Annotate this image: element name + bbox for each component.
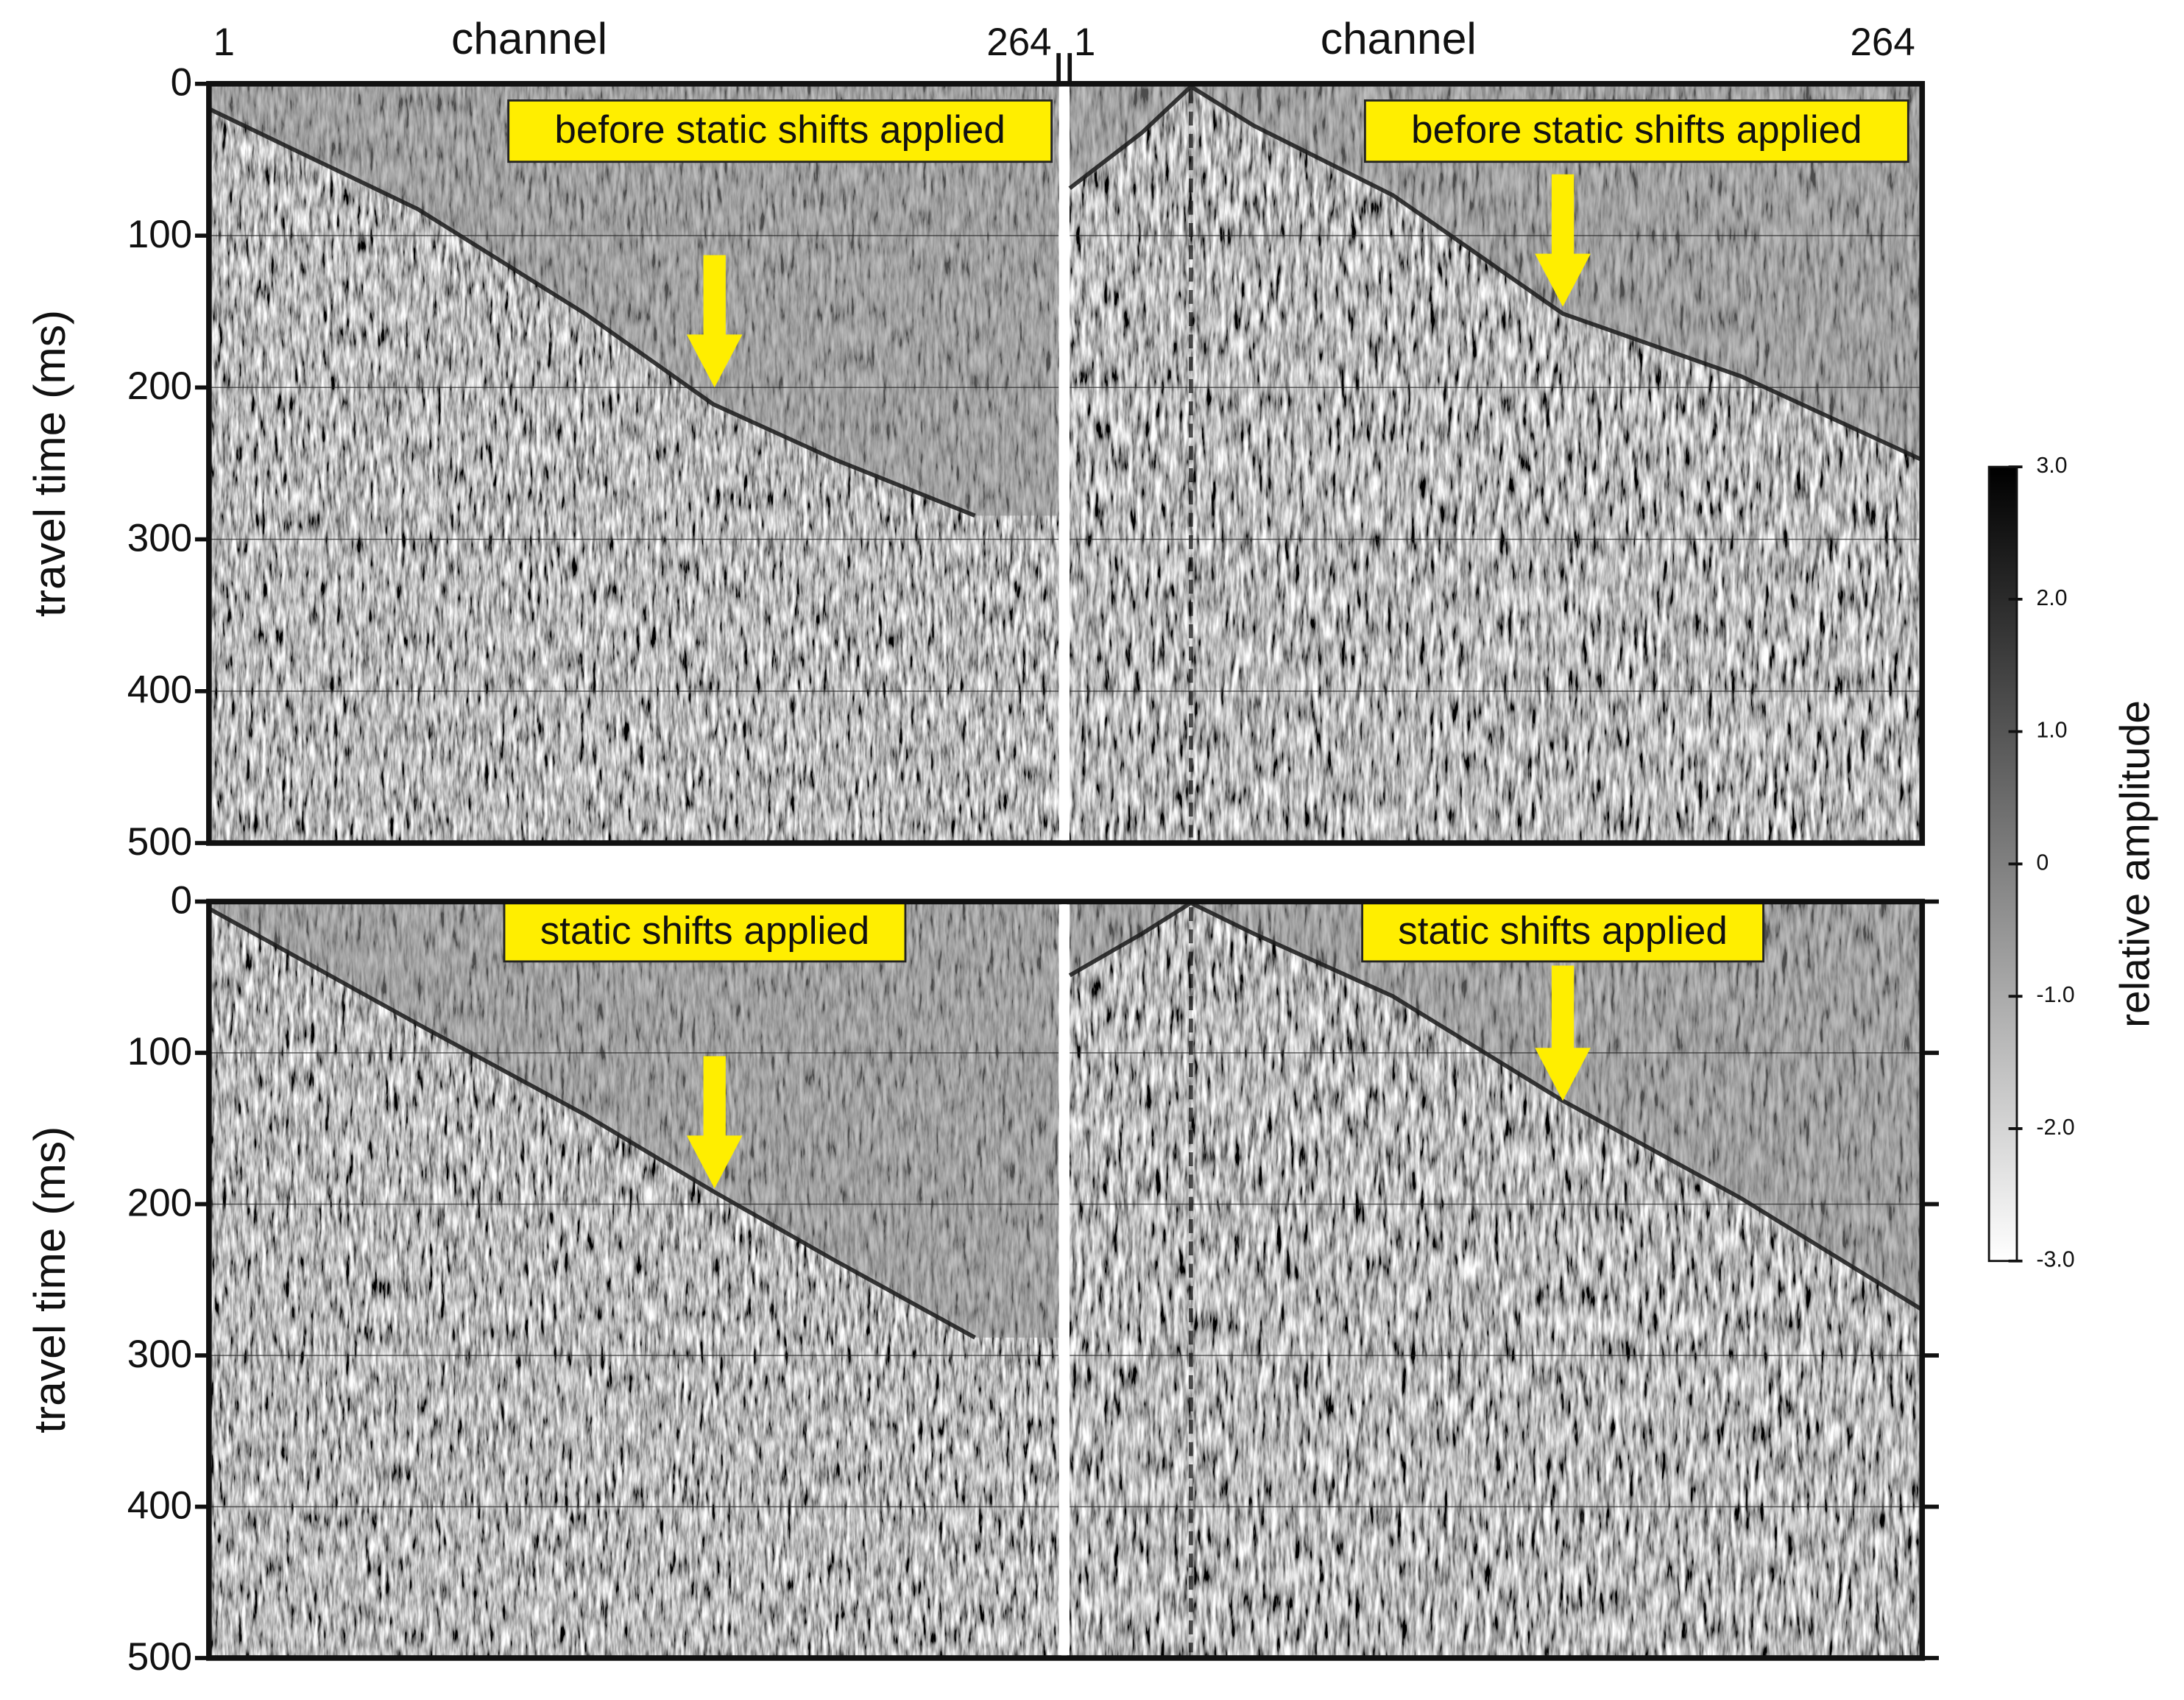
colorbar-tick-label: 1.0 [2036,719,2067,743]
frame [206,80,1926,846]
x-tick-label: 264 [1850,21,1915,64]
y-tick-label: 100 [127,1030,192,1073]
annotation: static shifts applied [540,909,870,953]
annotation-box [1363,99,1909,163]
annotation-box [503,901,907,963]
x-axis-label: channel [1321,13,1477,63]
annotation: static shifts applied [1398,909,1728,953]
x-tick-label: 1 [213,21,235,64]
quiet-zone [208,901,1059,1338]
y-tick-label: 400 [127,1484,192,1527]
first-arrival [1068,900,1923,1312]
first-arrival [1068,83,1923,462]
arrow [1535,174,1591,307]
frame [206,898,1926,1661]
y-tick-label: 500 [127,1635,192,1679]
y-axis-label: travel time (ms) [24,1126,74,1433]
first-arrival [208,906,976,1340]
x-tick-label: 1 [1074,21,1095,64]
arrow [686,255,743,388]
y-tick-label: 400 [127,669,192,712]
y-tick-label: 500 [127,820,192,864]
y-axis-label: travel time (ms) [24,310,74,617]
y-tick-label: 100 [127,213,192,256]
y-tick-label: 0 [171,61,192,105]
y-tick-label: 300 [127,1333,192,1376]
x-tick-label: 264 [986,21,1051,64]
arrow [1535,965,1591,1101]
colorbar-label: relative amplitude [2113,700,2159,1028]
colorbar-tick-label: 3.0 [2036,454,2067,478]
x-axis-label: channel [451,13,607,63]
y-tick-label: 300 [127,516,192,560]
y-tick-label: 0 [171,878,192,922]
y-tick-label: 200 [127,364,192,408]
annotation: before static shifts applied [554,108,1005,152]
colorbar-tick-label: 2.0 [2036,586,2067,610]
annotation-box [507,99,1053,163]
quiet-zone [1070,901,1923,1310]
colorbar-tick-label: -3.0 [2036,1248,2074,1272]
arrow [686,1056,743,1189]
colorbar-tick-label: -1.0 [2036,983,2074,1007]
colorbar-tick-label: -2.0 [2036,1115,2074,1140]
quiet-zone [1070,83,1923,460]
first-arrival [208,107,976,518]
annotation: before static shifts applied [1411,108,1862,152]
y-tick-label: 200 [127,1181,192,1224]
quiet-zone [208,83,1059,516]
colorbar-tick-label: 0 [2036,850,2049,875]
annotation-box [1361,901,1764,963]
